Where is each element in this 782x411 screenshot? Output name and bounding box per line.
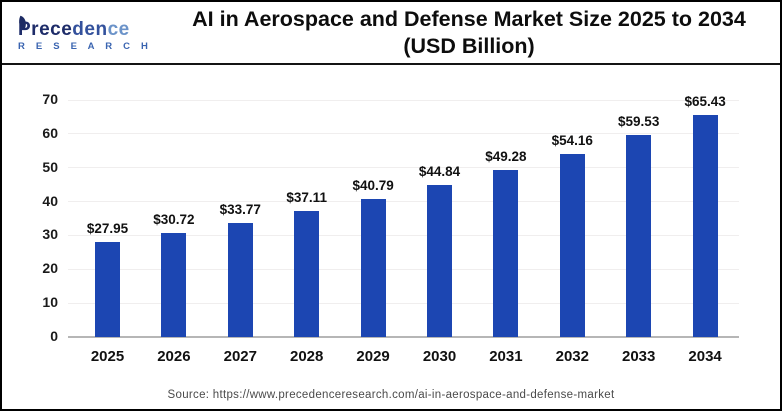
y-axis-tick-label: 60 <box>42 124 58 141</box>
bar-value-label: $44.84 <box>418 164 461 180</box>
bar <box>559 153 585 337</box>
bar <box>692 115 718 337</box>
y-axis-tick-label: 30 <box>42 226 58 243</box>
y-axis-tick-label: 10 <box>42 294 58 311</box>
bar <box>360 198 386 337</box>
x-axis-line <box>68 336 739 338</box>
chart-title: AI in Aerospace and Defense Market Size … <box>168 6 780 60</box>
precedence-research-logo: Precedence R E S E A R C H <box>2 14 168 52</box>
bar-value-label: $37.11 <box>286 190 327 206</box>
y-axis-tick-label: 40 <box>42 192 58 209</box>
y-axis-tick-label: 20 <box>42 260 58 277</box>
gridline <box>68 268 739 270</box>
x-axis-tick-label: 2029 <box>356 348 390 365</box>
bar-value-label: $65.43 <box>684 94 726 110</box>
bar-value-label: $49.28 <box>485 149 527 165</box>
gridline <box>68 201 739 203</box>
gridline <box>68 167 739 169</box>
x-axis-tick-label: 2027 <box>223 348 257 365</box>
logo-name-part1: Prece <box>18 18 73 40</box>
x-axis-tick-label: 2026 <box>157 348 191 365</box>
x-axis-tick-label: 2032 <box>555 348 589 365</box>
x-axis-tick-label: 2033 <box>622 348 656 365</box>
logo-subtitle: R E S E A R C H <box>18 40 153 52</box>
bar <box>161 232 187 337</box>
gridline <box>68 133 739 135</box>
chart-title-line1: AI in Aerospace and Defense Market Size … <box>192 6 746 31</box>
bar <box>294 211 320 337</box>
gridline <box>68 302 739 304</box>
bar <box>427 185 452 337</box>
gridline <box>68 99 739 101</box>
bar-value-label: $33.77 <box>219 201 261 217</box>
logo-name-part2: den <box>72 18 108 40</box>
x-axis-tick-label: 2025 <box>90 348 125 365</box>
x-axis-tick-label: 2031 <box>489 348 523 365</box>
bar-value-label: $30.72 <box>153 211 195 227</box>
y-axis-tick-label: 0 <box>50 328 58 344</box>
chart-title-line2: (USD Billion) <box>403 33 535 58</box>
logo-name: Precedence <box>18 14 168 40</box>
y-axis-tick-label: 70 <box>42 91 58 107</box>
bar <box>95 242 120 337</box>
y-axis-tick-label: 50 <box>42 158 58 175</box>
bar <box>626 135 652 337</box>
bar <box>493 170 519 337</box>
logo-name-part3: ce <box>107 18 130 40</box>
gridline <box>68 234 739 236</box>
source-text: Source: https://www.precedenceresearch.c… <box>167 389 615 401</box>
bar-value-label: $40.79 <box>352 177 394 193</box>
x-axis-tick-label: 2030 <box>422 348 457 365</box>
bar-value-label: $27.95 <box>86 221 129 237</box>
x-axis-tick-label: 2034 <box>688 348 722 365</box>
x-axis-tick-label: 2028 <box>290 348 324 365</box>
bar-value-label: $59.53 <box>618 114 660 130</box>
header: Precedence R E S E A R C H AI in Aerospa… <box>2 2 780 65</box>
bar-value-label: $54.16 <box>551 132 593 148</box>
bar <box>227 222 253 337</box>
